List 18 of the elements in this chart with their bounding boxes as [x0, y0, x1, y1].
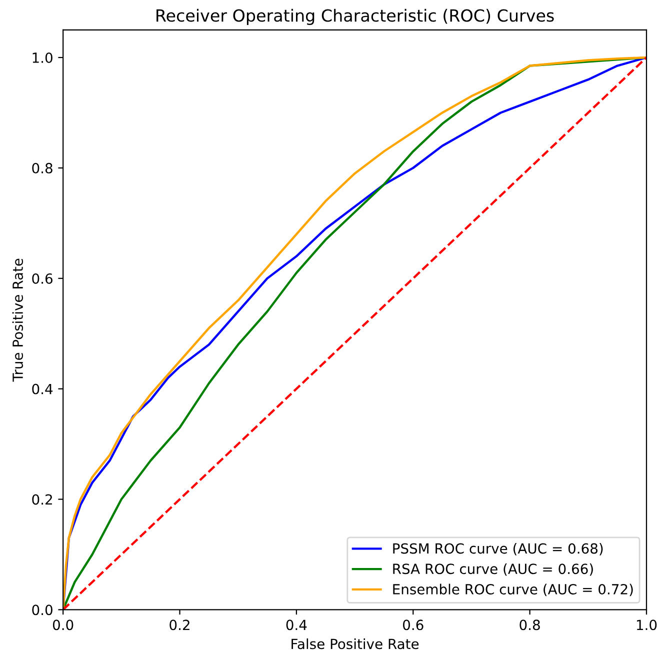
- legend-label: Ensemble ROC curve (AUC = 0.72): [393, 584, 633, 596]
- y-tick-label: 0.2: [32, 494, 52, 505]
- chart-title: Receiver Operating Characteristic (ROC) Curves: [156, 8, 554, 26]
- y-tick-label: 0.0: [32, 604, 52, 616]
- y-tick-label: 0.6: [32, 273, 52, 284]
- x-tick-label: 0.2: [170, 620, 190, 630]
- y-tick-label: 0.8: [32, 162, 52, 174]
- x-tick-label: 0.6: [402, 620, 424, 630]
- x-tick-label: 0.8: [520, 620, 540, 630]
- x-tick-label: 0.0: [52, 620, 74, 630]
- x-tick-label: 1.0: [636, 620, 657, 630]
- y-tick-label: 0.4: [32, 384, 53, 394]
- y-tick-label: 1.0: [32, 52, 52, 63]
- legend-label: RSA ROC curve (AUC = 0.66): [393, 563, 593, 576]
- x-tick-label: 0.4: [286, 620, 307, 630]
- y-axis-title: True Positive Rate: [12, 258, 24, 382]
- legend-label: PSSM ROC curve (AUC = 0.68): [393, 543, 603, 556]
- x-axis-title: False Positive Rate: [292, 638, 419, 650]
